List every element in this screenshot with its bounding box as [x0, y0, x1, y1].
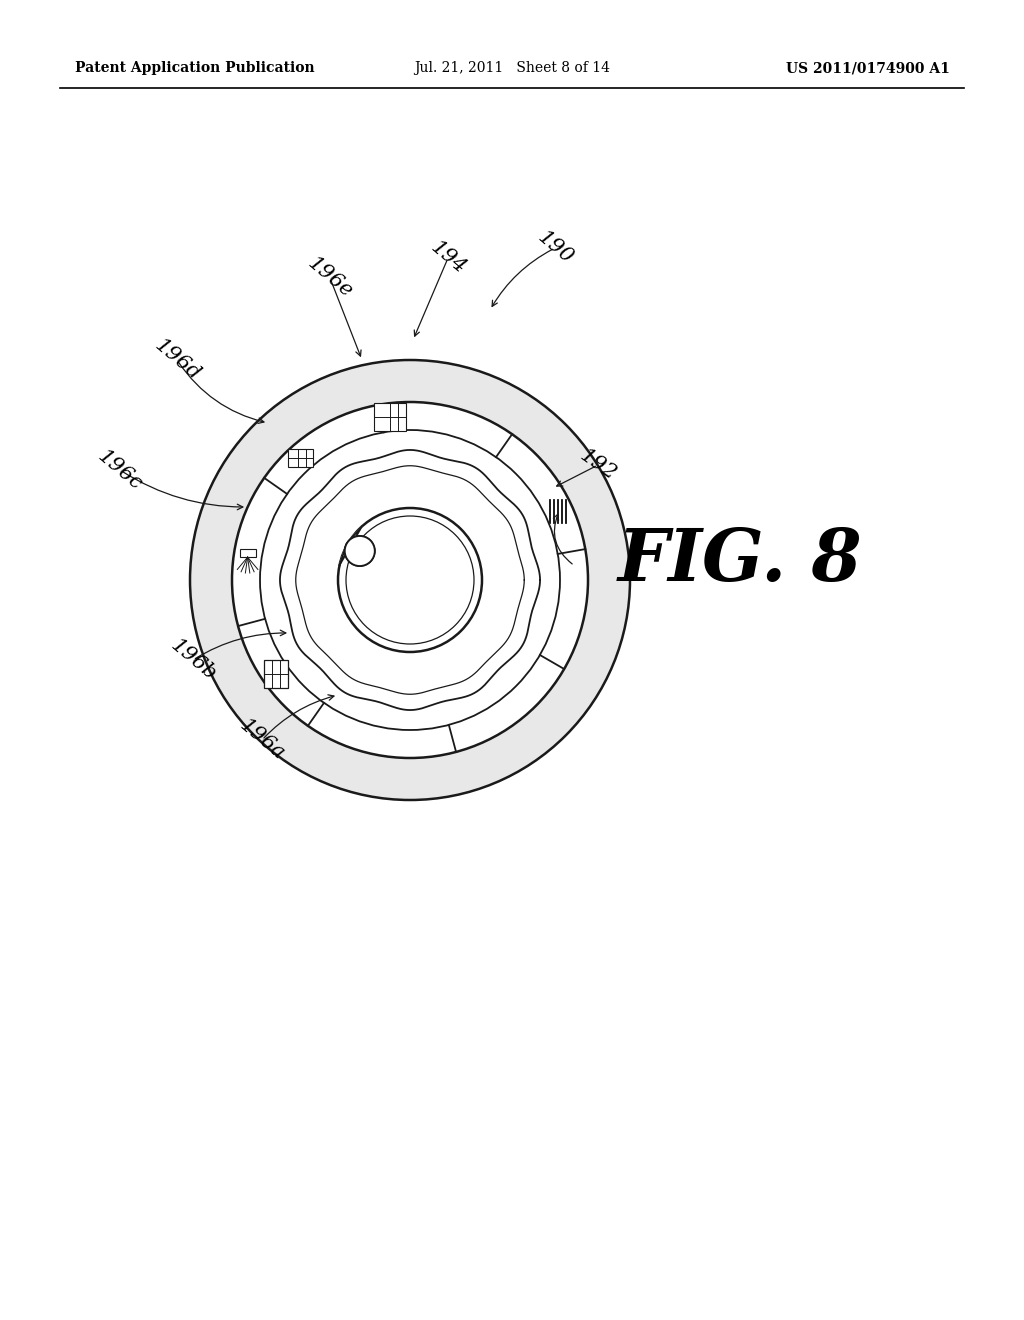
Bar — [561, 499, 562, 523]
Circle shape — [260, 430, 560, 730]
Circle shape — [338, 508, 482, 652]
Circle shape — [345, 536, 375, 566]
Bar — [288, 449, 313, 467]
Text: 190: 190 — [534, 228, 577, 268]
Bar — [240, 549, 256, 557]
Polygon shape — [340, 527, 361, 565]
Bar — [557, 499, 558, 523]
Text: 196e: 196e — [304, 253, 356, 302]
Bar — [549, 499, 551, 523]
Circle shape — [190, 360, 630, 800]
Text: FIG. 8: FIG. 8 — [617, 524, 862, 595]
Circle shape — [232, 403, 588, 758]
Circle shape — [346, 516, 474, 644]
Bar — [374, 403, 406, 432]
Bar — [263, 660, 288, 688]
Text: 196b: 196b — [167, 636, 219, 684]
Circle shape — [345, 536, 375, 566]
Text: 196c: 196c — [94, 446, 145, 494]
Text: US 2011/0174900 A1: US 2011/0174900 A1 — [786, 61, 950, 75]
Text: 194: 194 — [427, 238, 469, 279]
Bar — [565, 499, 566, 523]
Text: Jul. 21, 2011   Sheet 8 of 14: Jul. 21, 2011 Sheet 8 of 14 — [414, 61, 610, 75]
Text: 196d: 196d — [151, 335, 204, 384]
Text: Patent Application Publication: Patent Application Publication — [75, 61, 314, 75]
Text: 192: 192 — [577, 446, 620, 484]
Bar — [553, 499, 554, 523]
Text: 196a: 196a — [236, 715, 288, 764]
